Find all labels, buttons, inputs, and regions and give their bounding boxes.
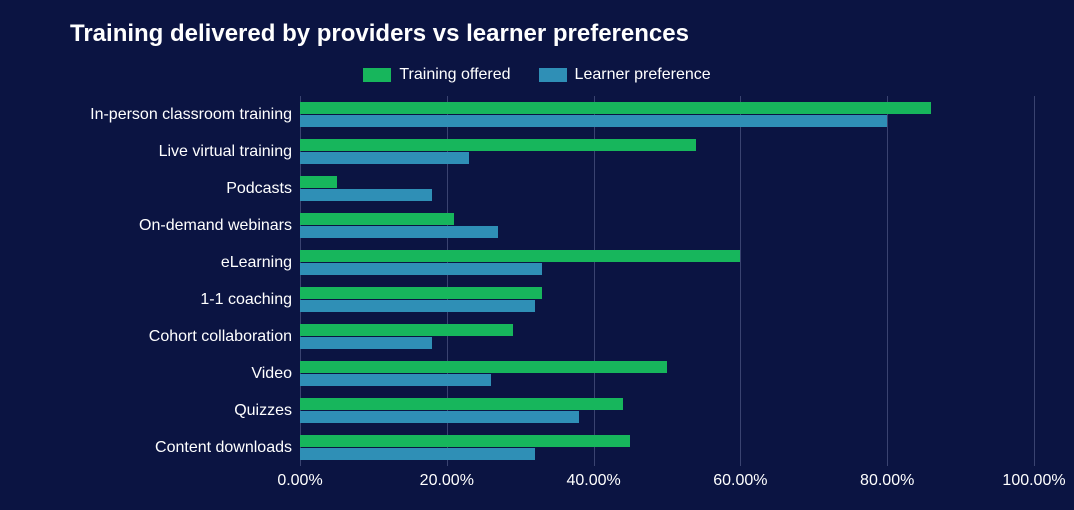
y-axis-label: Quizzes (40, 392, 300, 429)
legend-label-2: Learner preference (575, 66, 711, 84)
bar-training-offered (300, 361, 667, 373)
bar-row (300, 244, 1034, 281)
bar-training-offered (300, 398, 623, 410)
bar-learner-preference (300, 411, 579, 423)
bar-training-offered (300, 213, 454, 225)
bar-learner-preference (300, 300, 535, 312)
bar-row (300, 133, 1034, 170)
bar-training-offered (300, 176, 337, 188)
bar-row (300, 355, 1034, 392)
x-axis-tick: 60.00% (713, 472, 767, 490)
bar-training-offered (300, 250, 740, 262)
bar-training-offered (300, 139, 696, 151)
chart-title: Training delivered by providers vs learn… (70, 20, 1034, 48)
bar-learner-preference (300, 189, 432, 201)
bar-learner-preference (300, 115, 887, 127)
bar-row (300, 429, 1034, 466)
plot-area: In-person classroom trainingLive virtual… (40, 96, 1034, 466)
bar-row (300, 170, 1034, 207)
gridline (1034, 96, 1035, 466)
legend-item-training-offered: Training offered (363, 66, 510, 84)
y-axis-label: Podcasts (40, 170, 300, 207)
y-axis-label: 1-1 coaching (40, 281, 300, 318)
bar-learner-preference (300, 263, 542, 275)
x-axis-tick: 100.00% (1002, 472, 1065, 490)
bar-row (300, 392, 1034, 429)
legend-label-1: Training offered (399, 66, 510, 84)
y-axis-label: Live virtual training (40, 133, 300, 170)
legend-swatch-1 (363, 68, 391, 82)
y-axis-label: Cohort collaboration (40, 318, 300, 355)
bar-row (300, 281, 1034, 318)
bar-row (300, 207, 1034, 244)
y-axis-label: On-demand webinars (40, 207, 300, 244)
x-axis-tick: 0.00% (277, 472, 322, 490)
x-axis-tick: 40.00% (566, 472, 620, 490)
bar-training-offered (300, 287, 542, 299)
x-axis: 0.00%20.00%40.00%60.00%80.00%100.00% (40, 472, 1034, 492)
bar-learner-preference (300, 448, 535, 460)
legend-item-learner-preference: Learner preference (539, 66, 711, 84)
bar-learner-preference (300, 374, 491, 386)
bar-training-offered (300, 102, 931, 114)
y-axis-label: eLearning (40, 244, 300, 281)
bar-learner-preference (300, 337, 432, 349)
bars-area (300, 96, 1034, 466)
bar-learner-preference (300, 226, 498, 238)
y-axis-label: Content downloads (40, 429, 300, 466)
x-axis-tick: 20.00% (420, 472, 474, 490)
legend-swatch-2 (539, 68, 567, 82)
bar-learner-preference (300, 152, 469, 164)
x-axis-tick: 80.00% (860, 472, 914, 490)
bar-row (300, 318, 1034, 355)
y-axis-label: Video (40, 355, 300, 392)
chart-container: Training delivered by providers vs learn… (0, 0, 1074, 510)
x-axis-spacer (40, 472, 300, 492)
bar-training-offered (300, 324, 513, 336)
legend: Training offered Learner preference (40, 66, 1034, 84)
x-axis-ticks: 0.00%20.00%40.00%60.00%80.00%100.00% (300, 472, 1034, 492)
bar-training-offered (300, 435, 630, 447)
y-axis-label: In-person classroom training (40, 96, 300, 133)
bar-rows (300, 96, 1034, 466)
y-axis-labels: In-person classroom trainingLive virtual… (40, 96, 300, 466)
bar-row (300, 96, 1034, 133)
